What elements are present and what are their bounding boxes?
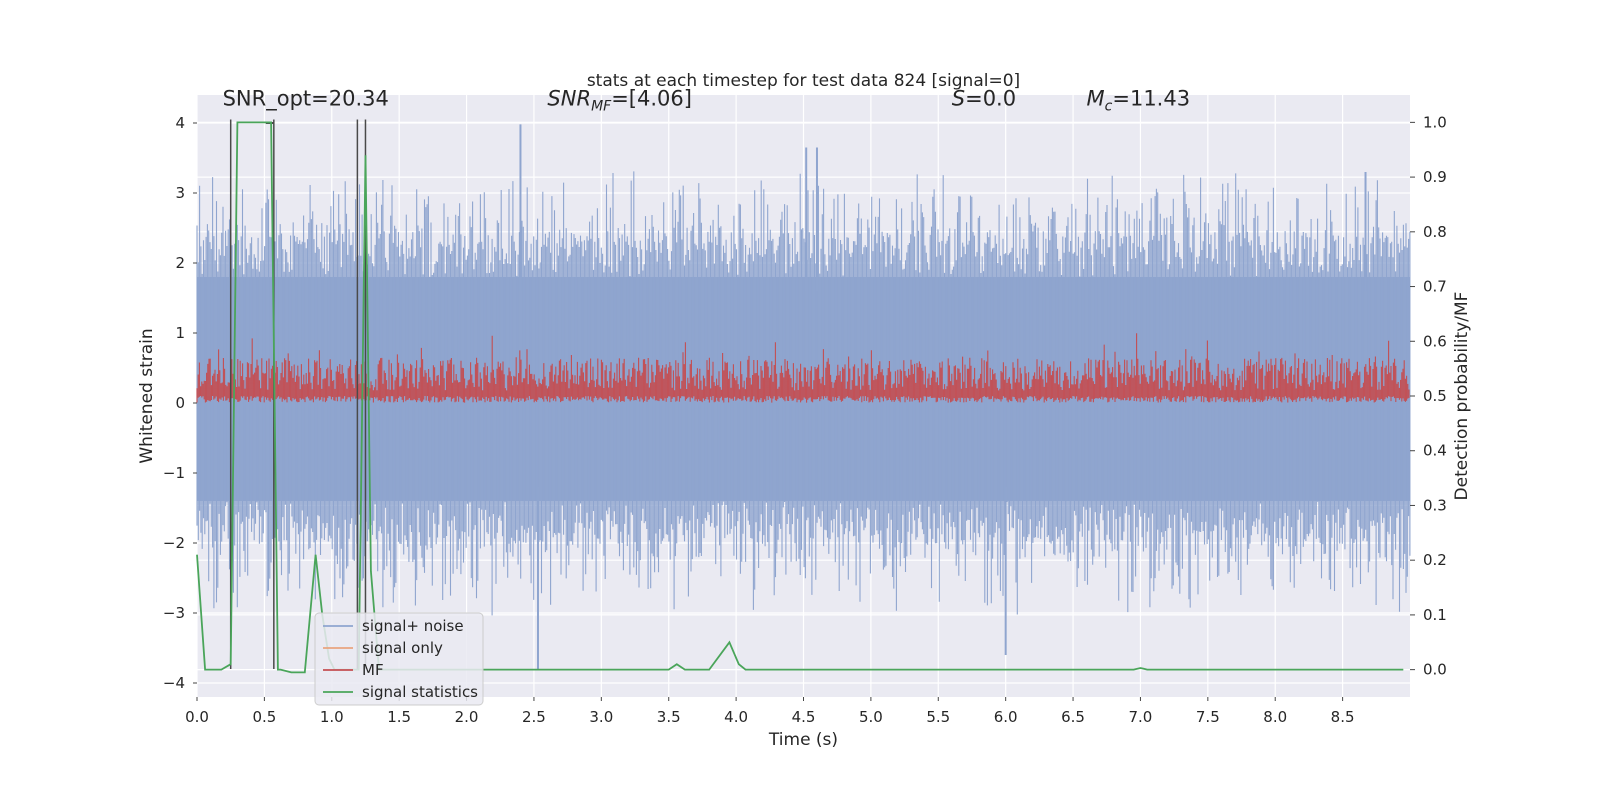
y-tick-label-right: 0.5 [1423,387,1447,405]
y-tick-label-right: 0.6 [1423,332,1447,350]
y-tick-label-right: 1.0 [1423,113,1447,131]
x-tick-label: 1.0 [320,708,344,726]
y-tick-label-left: 4 [175,114,185,132]
y-tick-label-right: 0.0 [1423,661,1447,679]
x-axis-label: Time (s) [768,730,838,750]
annotation: Mc=11.43 [1087,87,1191,115]
legend[interactable]: signal+ noise signal only MF signal statist… [315,613,483,705]
y-tick-label-left: −4 [163,674,185,692]
y-tick-label-left: −1 [163,464,185,482]
x-tick-label: 4.0 [724,708,748,726]
x-tick-label: 5.0 [859,708,883,726]
y-tick-label-left: −2 [163,534,185,552]
y-tick-label-left: 0 [175,394,185,412]
legend-label: signal+ noise [362,617,464,635]
annotation: SNRMF=[4.06] [547,87,692,115]
y-tick-label-right: 0.4 [1423,442,1447,460]
x-tick-label: 0.0 [185,708,209,726]
x-tick-label: 6.5 [1061,708,1085,726]
legend-label: MF [362,661,384,679]
x-tick-label: 4.5 [792,708,816,726]
x-tick-label: 3.5 [657,708,681,726]
annotation: S=0.0 [952,87,1016,111]
y-tick-label-left: 2 [175,254,185,272]
y-tick-label-right: 0.7 [1423,278,1447,296]
y-tick-label-right: 0.8 [1423,223,1447,241]
x-tick-label: 7.0 [1129,708,1153,726]
y-tick-label-right: 0.3 [1423,496,1447,514]
y-tick-label-right: 0.1 [1423,606,1447,624]
y-tick-label-right: 0.9 [1423,168,1447,186]
x-tick-label: 3.0 [589,708,613,726]
x-tick-label: 5.5 [926,708,950,726]
x-tick-label: 2.5 [522,708,546,726]
x-tick-label: 0.5 [252,708,276,726]
x-tick-label: 1.5 [387,708,411,726]
y-axis-label-left: Whitened strain [137,328,157,463]
y-tick-label-right: 0.2 [1423,551,1447,569]
y-tick-label-left: 1 [175,324,185,342]
x-tick-label: 2.0 [455,708,479,726]
x-tick-label: 8.0 [1263,708,1287,726]
x-tick-label: 6.0 [994,708,1018,726]
x-tick-label: 8.5 [1331,708,1355,726]
y-tick-label-left: 3 [175,184,185,202]
y-tick-label-left: −3 [163,604,185,622]
legend-label: signal only [362,639,443,657]
annotation: SNR_opt=20.34 [223,87,389,112]
legend-label: signal statistics [362,683,478,701]
x-tick-label: 7.5 [1196,708,1220,726]
y-axis-label-right: Detection probability/MF [1452,292,1472,501]
